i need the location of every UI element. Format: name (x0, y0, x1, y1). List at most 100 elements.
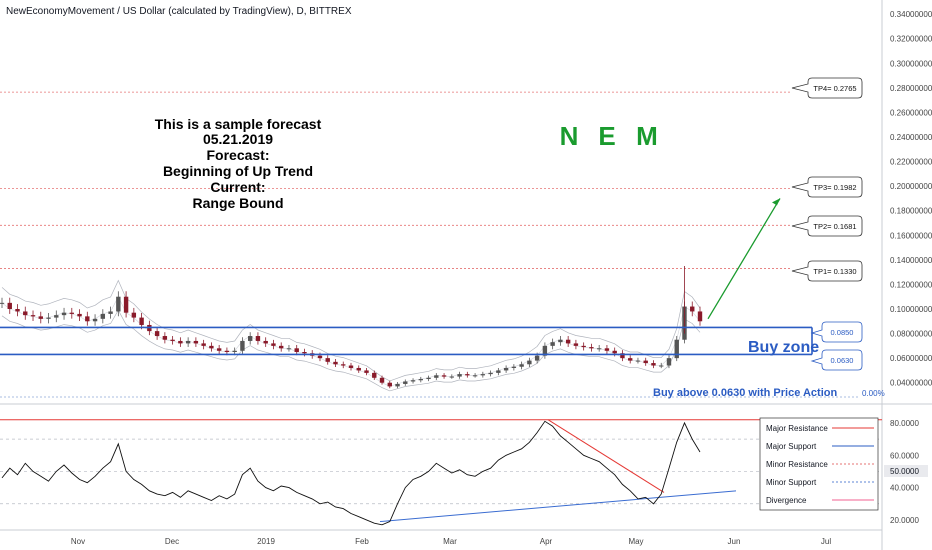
forecast-line-3: Forecast: (206, 147, 269, 163)
forecast-line-1: This is a sample forecast (155, 116, 322, 132)
rsi-tick-label: 80.0000 (890, 419, 919, 428)
target-lines (0, 91, 860, 398)
candle-body (333, 361, 338, 365)
candle-body (255, 336, 261, 341)
zone-lower-label: 0.0630 (831, 356, 854, 365)
price-axis: 0.34000000 0.32000000 0.30000000 0.28000000… (890, 10, 932, 388)
candle-body (100, 313, 106, 319)
candle-body (170, 339, 175, 341)
tp4-callout[interactable]: TP4= 0.2765 (791, 77, 863, 99)
forecast-line-6: Range Bound (193, 195, 284, 211)
candle-body (201, 343, 206, 346)
candle-body (131, 312, 137, 318)
candle-body (0, 302, 5, 304)
candle-body (550, 342, 555, 346)
candle-body (527, 360, 532, 365)
legend-label: Minor Support (766, 478, 817, 487)
candle-body (480, 374, 486, 376)
zone-upper-callout[interactable]: 0.0850 (810, 321, 863, 343)
candle-body (596, 348, 602, 350)
candle-body (240, 340, 245, 351)
candle-body (403, 381, 408, 384)
price-tick-label: 0.20000000 (890, 182, 932, 191)
rsi-levels (0, 438, 882, 505)
time-tick-label: Mar (443, 537, 457, 546)
candle-body (224, 350, 230, 352)
pct-label: 0.00% (862, 389, 885, 398)
candle-body (534, 355, 540, 361)
rsi-last-badge (884, 465, 928, 477)
divergence-line (547, 419, 665, 493)
candle-body (496, 370, 501, 373)
candle-body (46, 317, 51, 319)
candle-body (620, 353, 625, 359)
tp4-label: TP4= 0.2765 (813, 84, 856, 93)
forecast-line-5: Current: (210, 179, 265, 195)
candle-body (628, 358, 633, 361)
time-axis: Nov Dec 2019 Feb Mar Apr May Jun Jul (71, 537, 831, 546)
candle-body (581, 345, 586, 348)
tp3-callout[interactable]: TP3= 0.1982 (791, 176, 863, 198)
candle-body (519, 364, 524, 367)
legend-label: Minor Resistance (766, 460, 828, 469)
legend-label: Major Resistance (766, 424, 828, 433)
time-tick-label: May (628, 537, 643, 546)
price-tick-label: 0.24000000 (890, 133, 932, 142)
tp1-callout[interactable]: TP1= 0.1330 (791, 260, 863, 282)
arrow-head (772, 198, 780, 206)
candle-body (15, 309, 20, 312)
candle-body (123, 296, 129, 313)
candle-body (286, 348, 292, 350)
zone-lower-callout[interactable]: 0.0630 (810, 349, 863, 371)
candle-body (162, 336, 168, 340)
candle-body (472, 375, 478, 377)
candle-body (410, 380, 416, 382)
time-tick-label: Apr (540, 537, 553, 546)
upper-band (1, 279, 701, 382)
candle-body (666, 358, 672, 366)
forecast-line-2: 05.21.2019 (203, 131, 273, 147)
candle-body (659, 365, 664, 367)
candle-body (108, 311, 113, 314)
price-tick-label: 0.06000000 (890, 354, 932, 363)
candle-body (426, 377, 431, 380)
price-tick-label: 0.04000000 (890, 379, 932, 388)
candle-body (7, 302, 12, 309)
candle-body (589, 347, 594, 349)
candle-body (209, 345, 214, 349)
buy-zone (0, 326, 813, 356)
time-tick-label: Jun (728, 537, 741, 546)
tp2-callout[interactable]: TP2= 0.1681 (791, 215, 863, 237)
candle-body (697, 311, 703, 322)
tp2-label: TP2= 0.1681 (813, 222, 856, 231)
candle-body (441, 375, 447, 377)
candle-body (232, 350, 237, 352)
candle-body (54, 315, 59, 318)
candle-body (434, 375, 439, 378)
legend-label: Divergence (766, 496, 807, 505)
candle-body (85, 316, 90, 322)
rsi-last-value: 50.0000 (890, 467, 919, 476)
candle-body (302, 352, 307, 354)
candle-body (651, 363, 656, 366)
major-support-line (379, 490, 737, 523)
candle-body (356, 367, 361, 371)
forecast-line-4: Beginning of Up Trend (163, 163, 313, 179)
price-tick-label: 0.12000000 (890, 280, 932, 289)
candle-body (348, 365, 354, 368)
up-trend-arrow (707, 198, 781, 320)
time-tick-label: Feb (355, 537, 369, 546)
arrow-shaft (707, 198, 781, 320)
price-tick-label: 0.30000000 (890, 59, 932, 68)
price-tick-label: 0.16000000 (890, 231, 932, 240)
candle-body (38, 316, 43, 319)
tp1-label: TP1= 0.1330 (813, 267, 856, 276)
rsi-series (1, 420, 701, 526)
ticker-letter-m: M (636, 121, 658, 151)
rsi-trendlines (0, 419, 882, 523)
price-tick-label: 0.34000000 (890, 10, 932, 19)
candle-body (418, 379, 423, 381)
candle-body (247, 336, 253, 341)
ticker-letter-n: N (560, 121, 579, 151)
